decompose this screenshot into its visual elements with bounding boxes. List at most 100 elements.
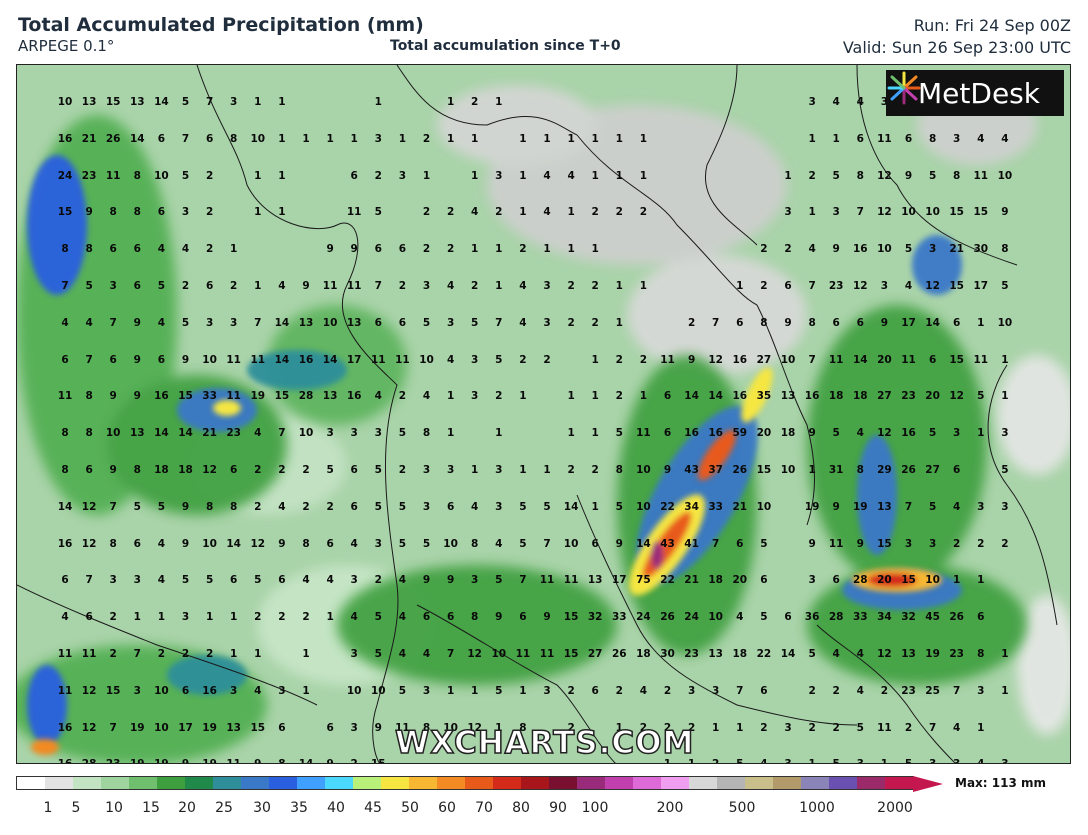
precip-value: 24 [636, 611, 651, 624]
precip-value: 3 [928, 243, 937, 256]
precip-value: 3 [422, 280, 431, 292]
precipitation-map[interactable]: 1013151314573111121344310162126146768101… [16, 64, 1071, 764]
precip-value: 5 [808, 648, 816, 660]
precip-value: 6 [446, 611, 455, 624]
precip-value: 5 [495, 353, 503, 366]
precip-value: 6 [133, 280, 141, 292]
precip-value: 3 [1001, 500, 1009, 513]
precip-value: 6 [519, 611, 527, 624]
precip-value: 6 [278, 574, 286, 587]
precip-value: 5 [615, 427, 623, 440]
precip-value: 4 [856, 427, 864, 440]
precip-value: 1 [302, 648, 310, 660]
precip-value: 8 [422, 427, 431, 440]
precip-value: 1 [254, 206, 262, 219]
precip-value: 3 [350, 648, 358, 660]
colorbar-tick-label: 30 [253, 800, 271, 816]
precip-value: 5 [519, 537, 527, 550]
precip-value: 1 [519, 684, 527, 697]
precip-value: 7 [808, 280, 816, 292]
colorbar-tick-label: 40 [327, 800, 345, 816]
precip-value: 8 [61, 243, 69, 256]
precip-value: 1 [615, 721, 623, 734]
precip-value: 14 [274, 353, 290, 366]
precip-value: 2 [109, 611, 117, 624]
precip-value: 1 [615, 132, 623, 145]
precip-value: 26 [105, 132, 121, 145]
precip-value: 6 [904, 132, 913, 145]
precip-value: 1 [422, 169, 431, 182]
precip-value: 4 [953, 500, 961, 513]
precip-value: 5 [157, 280, 166, 292]
precip-value: 43 [660, 537, 675, 550]
precip-value: 1 [302, 684, 310, 697]
precip-value: 11 [57, 684, 73, 697]
colorbar-segment [521, 777, 549, 789]
precip-value: 3 [109, 574, 117, 587]
precip-value: 23 [684, 648, 699, 660]
precip-value: 6 [230, 464, 238, 476]
colorbar-segment [885, 777, 913, 789]
precip-value: 7 [519, 574, 527, 587]
precip-value: 2 [687, 721, 696, 734]
precip-value: 2 [808, 169, 816, 182]
precip-value: 1 [519, 464, 527, 476]
precip-value: 2 [639, 721, 648, 734]
precip-value: 12 [467, 721, 482, 734]
precip-value: 4 [85, 316, 93, 329]
precip-value: 9 [181, 537, 190, 550]
precip-value: 4 [904, 280, 913, 292]
precip-value: 9 [133, 316, 141, 329]
precip-value: 7 [61, 280, 69, 292]
precip-value: 2 [808, 684, 816, 697]
precip-value: 9 [422, 574, 431, 587]
precip-value: 19 [129, 721, 145, 734]
precip-value: 5 [374, 464, 382, 476]
precip-value: 7 [109, 500, 117, 513]
precip-value: 1 [953, 574, 961, 587]
precip-value: 6 [157, 206, 166, 219]
precip-value: 14 [852, 353, 868, 366]
precip-value: 10 [636, 500, 651, 513]
precip-value: 1 [471, 684, 479, 697]
colorbar-segment [605, 777, 633, 789]
precip-value: 2 [157, 648, 166, 660]
precip-value: 1 [881, 758, 888, 763]
precip-value: 4 [856, 96, 864, 108]
colorbar-tick-label: 70 [475, 800, 493, 816]
precip-value: 15 [371, 758, 386, 763]
precip-value: 1 [808, 132, 816, 145]
precip-value: 1 [278, 132, 286, 145]
precip-value: 3 [374, 537, 382, 550]
precip-value: 2 [639, 206, 648, 219]
precip-value: 4 [495, 537, 503, 550]
precip-value: 11 [395, 353, 410, 366]
precip-value: 4 [977, 758, 984, 763]
precip-value: 1 [495, 243, 503, 256]
precip-value: 1 [977, 316, 985, 329]
precip-value: 12 [925, 280, 940, 292]
precip-value: 13 [708, 648, 723, 660]
precip-value: 5 [928, 169, 937, 182]
precip-value: 8 [615, 464, 623, 476]
precip-value: 41 [684, 537, 699, 550]
precip-value: 1 [278, 169, 286, 182]
precip-value: 13 [81, 96, 97, 108]
precip-value: 3 [880, 280, 889, 292]
precip-value: 10 [105, 427, 121, 440]
precip-value: 8 [61, 427, 69, 440]
precip-value: 4 [519, 280, 527, 292]
precip-value: 2 [495, 390, 503, 403]
precip-value: 16 [57, 537, 73, 550]
precip-value: 11 [346, 280, 362, 292]
precip-value: 7 [374, 280, 382, 292]
precip-value: 3 [446, 464, 455, 476]
colorbar-segment [73, 777, 101, 789]
precip-value: 2 [254, 464, 262, 476]
precip-value: 4 [157, 316, 166, 329]
colorbar-segment [213, 777, 241, 789]
precip-value: 15 [105, 684, 121, 697]
precip-value: 11 [539, 648, 555, 660]
precip-value: 2 [760, 280, 768, 292]
precip-value: 10 [154, 721, 169, 734]
